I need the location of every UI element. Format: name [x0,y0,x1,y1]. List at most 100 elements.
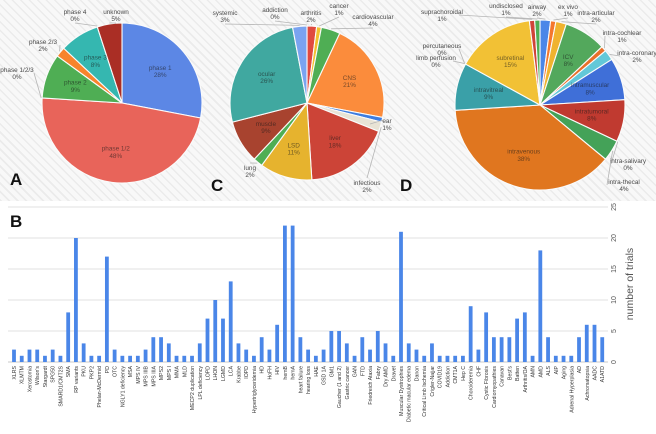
pie-label-leader-line [610,141,619,165]
pie-slice-label: intravitreal 9% [474,87,503,101]
bar [491,337,496,362]
panel-label-a: A [10,170,23,189]
x-axis-category-label: MMA [175,365,181,378]
x-axis-category-label: HD [260,366,266,374]
pie-chart-trial-phases: phase 1 28% phase 1/2 48% phase 1/2/3 0% phase… [0,9,203,184]
bar [283,225,287,362]
x-axis-category-label: SMARD1/CMT2S [58,365,64,406]
x-axis-category-label: MPS IIIA [151,365,157,386]
x-axis-category-label: MSA [128,365,134,377]
pie-slice-label: intra-articular 2% [577,10,615,24]
x-axis-category-label: PKP2 [89,366,95,379]
bar-chart-trials-per-disease: 0 5 10 15 20 25 XLRS XLMTM Xerostomia Wilson's Sta… [8,203,636,422]
x-axis-category-label: Best's [507,366,513,380]
pie-slice-label: lung 2% [244,165,257,179]
pie-slice-label: phase 1/2/3 0% [0,67,34,81]
x-axis-category-label: GM1 [329,366,335,377]
pie-slice-label: infectious 2% [354,180,381,194]
pie-label-leader-line [224,23,300,26]
bar [530,355,535,362]
bar [484,312,489,362]
x-axis-category-label: AD [577,366,583,373]
x-axis-category-label: Phelan-McDermid [97,366,103,408]
bar [437,355,442,362]
pie-slice-label: intra-coronary 2% [617,50,656,64]
bar [461,355,465,362]
pie-slice-label: ex vivo 1% [558,4,578,18]
x-axis-category-label: LOPD [206,366,212,380]
bar [97,355,102,362]
x-axis-category-label: HAE [314,365,320,376]
bar [592,324,597,362]
bar [352,355,357,362]
bar [190,355,194,362]
x-axis-category-label: heart failure [298,366,304,394]
pie-slice-undisclosed [534,19,541,106]
bar [166,343,171,362]
x-axis-category-label: AIP [554,365,560,374]
x-axis-category-label: A1ATD [600,366,606,383]
bar [499,337,504,362]
bar [414,349,419,362]
bar [561,355,566,362]
x-axis-category-label: NGLY1 deficiency [120,366,126,408]
bar [313,355,318,362]
y-axis-tick-label: 10 [611,296,618,304]
pie-slice-liver [306,102,380,181]
x-axis-category-label: OTC [113,366,119,377]
bar [143,349,148,362]
bar [197,343,202,362]
x-axis-category-label: Batten [515,366,521,381]
x-axis-category-label: AADC [593,366,599,381]
pie-slice-label: airway 2% [528,4,547,18]
x-axis-category-label: ALS [546,365,552,375]
pie-label-leader-line [536,17,546,20]
bar [584,324,589,362]
x-axis-category-label: Addiction [445,366,451,387]
bar [321,349,326,362]
bar [406,343,411,362]
bar [391,355,396,362]
bar [120,355,125,362]
bar [546,337,550,362]
pie-slice-label: CNS 21% [343,75,357,89]
bar [337,331,341,362]
bar [290,225,295,362]
x-axis-category-label: XLMTM [20,366,26,384]
x-axis-category-label: SPG50 [51,366,57,383]
y-axis-tick-label: 5 [611,329,618,333]
x-axis-category-label: Gaucher (1 and 2) [337,366,343,408]
pie-slice-label: unknown 5% [103,9,129,23]
bar [112,349,117,362]
pie-chart-disease-areas: addiction 0% arthritis 2% cancer 1%cardiovasc… [213,3,395,194]
x-axis-category-label: Canavan [500,366,506,387]
pie-slice-label: phase 4 0% [64,9,87,23]
x-axis-category-label: RP variants [74,366,80,393]
x-axis-category-label: Gastric cancer [345,366,351,400]
bar [221,318,225,362]
bar [306,349,311,362]
bar [19,355,24,362]
y-axis-tick-label: 20 [611,234,618,242]
bar [58,355,63,362]
bar [151,337,156,362]
x-axis-category-label: MPS2 [159,366,165,380]
x-axis-category-label: Friedreich Ataxia [368,366,374,405]
pie-label-leader-line [33,72,42,99]
y-axis-tick-label: 25 [611,203,618,211]
pie-slice-label: addiction 0% [262,7,288,21]
pie-label-leader-line [606,151,614,186]
pie-slice-label: ear 1% [382,118,392,132]
pie-slice-label: systemic 3% [213,10,239,24]
pie-slice-label: subretinal 15% [497,55,525,69]
pie-chart-admin-routes: airway 2% ex vivo 1% intra-articular 2% ICV 8% i… [416,3,656,193]
x-axis-category-label: Cardiomyopathies [492,366,498,408]
panel-label-d: D [400,176,413,195]
pie-slice-label: liver 18% [329,135,342,149]
x-axis-category-label: IOPD [244,366,250,379]
bar [538,250,543,362]
x-axis-category-label: HIV [275,365,281,374]
pie-slice-label: phase 1 28% [149,65,172,79]
pie-label-leader-line [369,119,384,125]
pie-slice-label: ICV 8% [563,54,574,68]
